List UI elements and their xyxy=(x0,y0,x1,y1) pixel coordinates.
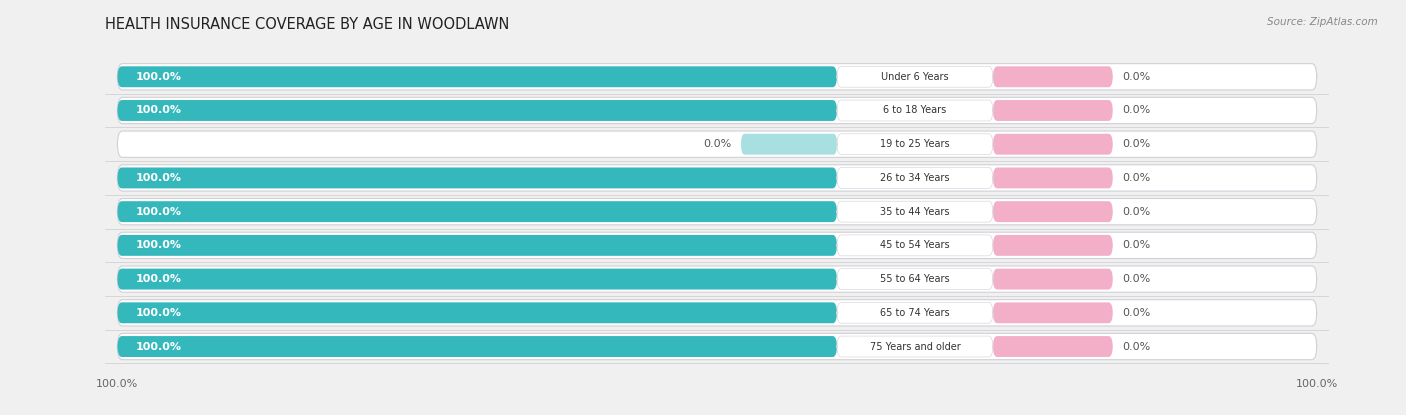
Text: 35 to 44 Years: 35 to 44 Years xyxy=(880,207,949,217)
Text: 0.0%: 0.0% xyxy=(1122,274,1150,284)
Text: Source: ZipAtlas.com: Source: ZipAtlas.com xyxy=(1267,17,1378,27)
FancyBboxPatch shape xyxy=(993,201,1112,222)
FancyBboxPatch shape xyxy=(118,266,1316,292)
Text: 100.0%: 100.0% xyxy=(135,240,181,250)
Text: 100.0%: 100.0% xyxy=(135,342,181,352)
FancyBboxPatch shape xyxy=(118,198,1316,225)
Text: 0.0%: 0.0% xyxy=(1122,72,1150,82)
Text: 100.0%: 100.0% xyxy=(135,308,181,318)
FancyBboxPatch shape xyxy=(118,100,837,121)
Legend: With Coverage, Without Coverage: With Coverage, Without Coverage xyxy=(472,410,717,415)
Text: 0.0%: 0.0% xyxy=(1122,173,1150,183)
Text: 0.0%: 0.0% xyxy=(703,139,731,149)
FancyBboxPatch shape xyxy=(993,168,1112,188)
FancyBboxPatch shape xyxy=(993,134,1112,155)
FancyBboxPatch shape xyxy=(118,303,837,323)
Text: 0.0%: 0.0% xyxy=(1122,240,1150,250)
Text: 75 Years and older: 75 Years and older xyxy=(869,342,960,352)
FancyBboxPatch shape xyxy=(118,235,837,256)
Text: 26 to 34 Years: 26 to 34 Years xyxy=(880,173,949,183)
FancyBboxPatch shape xyxy=(837,66,993,87)
FancyBboxPatch shape xyxy=(993,336,1112,357)
FancyBboxPatch shape xyxy=(118,300,1316,326)
FancyBboxPatch shape xyxy=(993,100,1112,121)
Text: 100.0%: 100.0% xyxy=(135,173,181,183)
FancyBboxPatch shape xyxy=(993,235,1112,256)
FancyBboxPatch shape xyxy=(837,100,993,121)
Text: 100.0%: 100.0% xyxy=(135,274,181,284)
FancyBboxPatch shape xyxy=(837,201,993,222)
FancyBboxPatch shape xyxy=(118,98,1316,124)
FancyBboxPatch shape xyxy=(837,235,993,256)
FancyBboxPatch shape xyxy=(118,168,837,188)
Text: 45 to 54 Years: 45 to 54 Years xyxy=(880,240,949,250)
Text: Under 6 Years: Under 6 Years xyxy=(882,72,949,82)
FancyBboxPatch shape xyxy=(837,134,993,155)
FancyBboxPatch shape xyxy=(837,269,993,290)
FancyBboxPatch shape xyxy=(118,63,1316,90)
Text: 0.0%: 0.0% xyxy=(1122,105,1150,115)
Text: 0.0%: 0.0% xyxy=(1122,139,1150,149)
Text: 6 to 18 Years: 6 to 18 Years xyxy=(883,105,946,115)
Text: 55 to 64 Years: 55 to 64 Years xyxy=(880,274,949,284)
FancyBboxPatch shape xyxy=(118,333,1316,360)
Text: 65 to 74 Years: 65 to 74 Years xyxy=(880,308,949,318)
Text: 19 to 25 Years: 19 to 25 Years xyxy=(880,139,949,149)
FancyBboxPatch shape xyxy=(118,131,1316,157)
Text: 0.0%: 0.0% xyxy=(1122,342,1150,352)
FancyBboxPatch shape xyxy=(837,303,993,323)
FancyBboxPatch shape xyxy=(837,336,993,357)
FancyBboxPatch shape xyxy=(118,165,1316,191)
Text: 0.0%: 0.0% xyxy=(1122,207,1150,217)
FancyBboxPatch shape xyxy=(993,269,1112,290)
Text: 100.0%: 100.0% xyxy=(135,72,181,82)
Text: 100.0%: 100.0% xyxy=(135,105,181,115)
FancyBboxPatch shape xyxy=(118,232,1316,259)
Text: 0.0%: 0.0% xyxy=(1122,308,1150,318)
FancyBboxPatch shape xyxy=(118,66,837,87)
Text: HEALTH INSURANCE COVERAGE BY AGE IN WOODLAWN: HEALTH INSURANCE COVERAGE BY AGE IN WOOD… xyxy=(105,17,510,32)
FancyBboxPatch shape xyxy=(118,201,837,222)
FancyBboxPatch shape xyxy=(118,336,837,357)
FancyBboxPatch shape xyxy=(993,66,1112,87)
Text: 100.0%: 100.0% xyxy=(135,207,181,217)
FancyBboxPatch shape xyxy=(118,269,837,290)
FancyBboxPatch shape xyxy=(993,303,1112,323)
FancyBboxPatch shape xyxy=(837,168,993,188)
FancyBboxPatch shape xyxy=(741,134,837,155)
